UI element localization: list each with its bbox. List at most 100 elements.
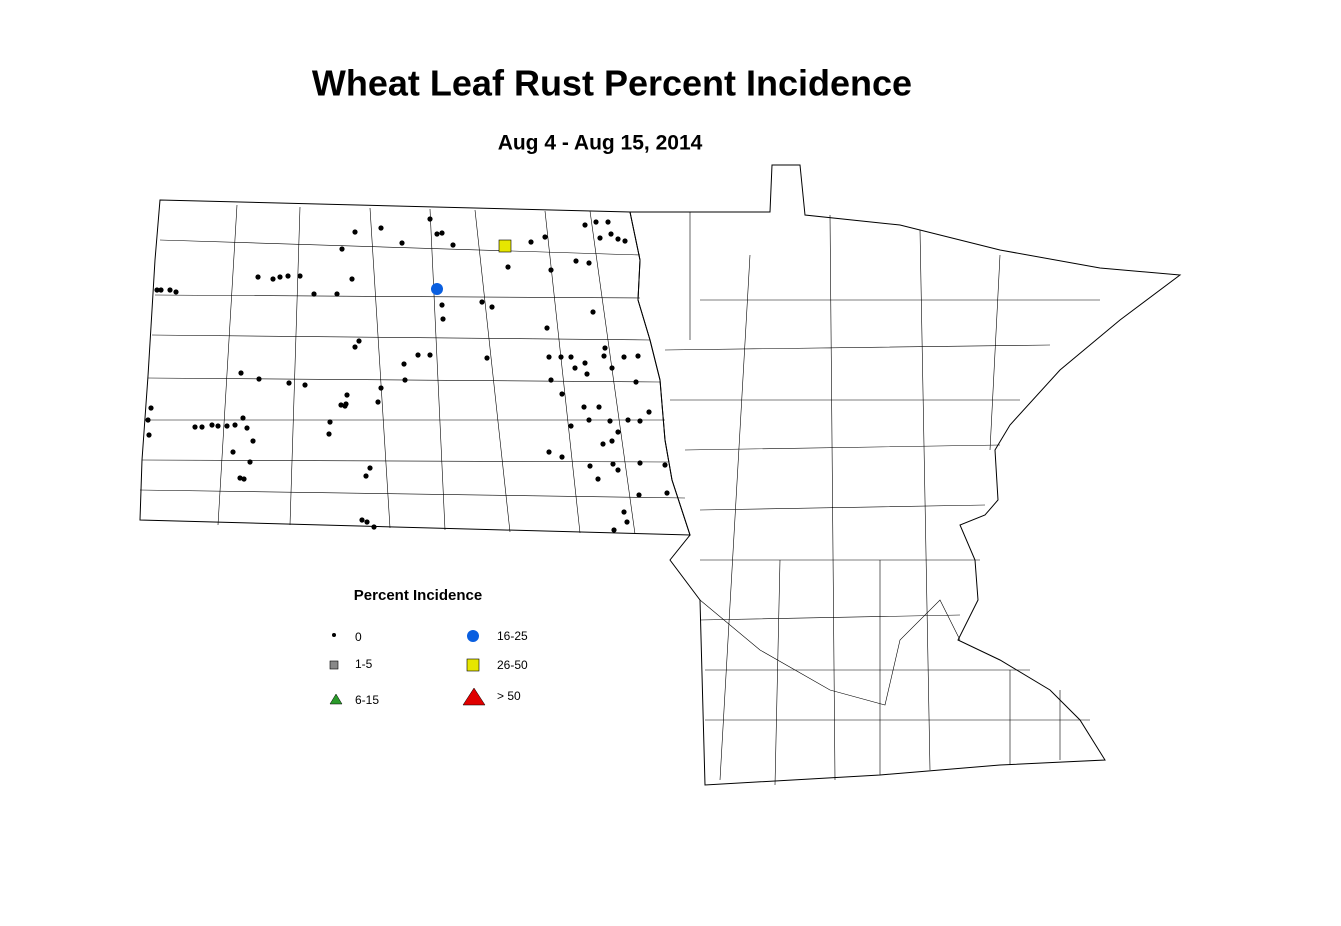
observation-point [586,260,592,266]
observation-point [349,276,355,282]
observation-point [558,354,564,360]
observation-point [590,309,596,315]
observation-point [277,274,283,280]
observation-point [146,432,152,438]
observation-point [440,316,446,322]
observation-point [615,467,621,473]
observation-point [484,355,490,361]
observation-point [568,423,574,429]
subtitle: Aug 4 - Aug 15, 2014 [498,132,703,155]
observation-point [621,354,627,360]
observation-point [297,273,303,279]
observation-point [439,230,445,236]
observation-point [601,353,607,359]
observation-point [327,419,333,425]
legend: Percent Incidence 0 1-5 6-15 16-25 26-50… [329,587,528,707]
observation-point [270,276,276,282]
observation-point [605,219,611,225]
legend-symbol [462,687,486,706]
observation-point [431,283,443,295]
observation-point [326,431,332,437]
observation-point [359,517,365,523]
observation-point [401,361,407,367]
observation-point [209,422,215,428]
observation-point [224,423,230,429]
observation-point [450,242,456,248]
observation-point [285,273,291,279]
observation-point [479,299,485,305]
observation-point [286,380,292,386]
observation-point [352,229,358,235]
observation-point [624,519,630,525]
observation-point [596,404,602,410]
observation-point [581,404,587,410]
county-lines [139,204,1100,786]
observation-point [621,509,627,515]
observation-point [542,234,548,240]
observation-point [427,216,433,222]
observation-point [215,423,221,429]
legend-symbol [467,630,479,642]
observation-point [241,476,247,482]
observation-point [528,239,534,245]
observation-point [609,365,615,371]
observation-point [622,238,628,244]
legend-symbol [329,660,339,670]
observation-point [302,382,308,388]
observation-point [232,422,238,428]
legend-symbol [329,693,343,705]
title: Wheat Leaf Rust Percent Incidence [312,63,912,104]
legend-symbol [466,658,480,672]
legend-label: 1-5 [355,657,373,671]
observation-point [237,475,243,481]
legend-label: 0 [355,630,362,644]
legend-symbol [332,633,336,637]
observation-point [399,240,405,246]
observation-point [338,402,344,408]
observation-point [334,291,340,297]
observation-points [145,216,670,533]
observation-point [498,239,512,253]
observation-point [602,345,608,351]
observation-point [344,392,350,398]
observation-point [240,415,246,421]
observation-point [544,325,550,331]
observation-point [167,287,173,293]
observation-point [548,267,554,273]
observation-point [173,289,179,295]
observation-point [615,236,621,242]
observation-point [572,365,578,371]
observation-point [610,461,616,467]
observation-point [637,460,643,466]
observation-point [427,352,433,358]
legend-label: > 50 [497,689,521,703]
observation-point [145,417,151,423]
observation-point [339,246,345,252]
observation-point [363,473,369,479]
observation-point [548,377,554,383]
observation-point [505,264,511,270]
observation-point [238,370,244,376]
observation-point [593,219,599,225]
observation-point [586,417,592,423]
state-outlines [139,164,1182,786]
observation-point [148,405,154,411]
legend-label: 16-25 [497,629,528,643]
observation-point [154,287,160,293]
observation-point [633,379,639,385]
observation-point [595,476,601,482]
observation-point [609,438,615,444]
observation-point [378,385,384,391]
observation-point [255,274,261,280]
observation-point [597,235,603,241]
observation-point [615,429,621,435]
observation-point [546,449,552,455]
observation-point [402,377,408,383]
observation-point [489,304,495,310]
observation-point [352,344,358,350]
legend-label: 26-50 [497,658,528,672]
observation-point [573,258,579,264]
observation-point [192,424,198,430]
observation-point [367,465,373,471]
observation-point [637,418,643,424]
